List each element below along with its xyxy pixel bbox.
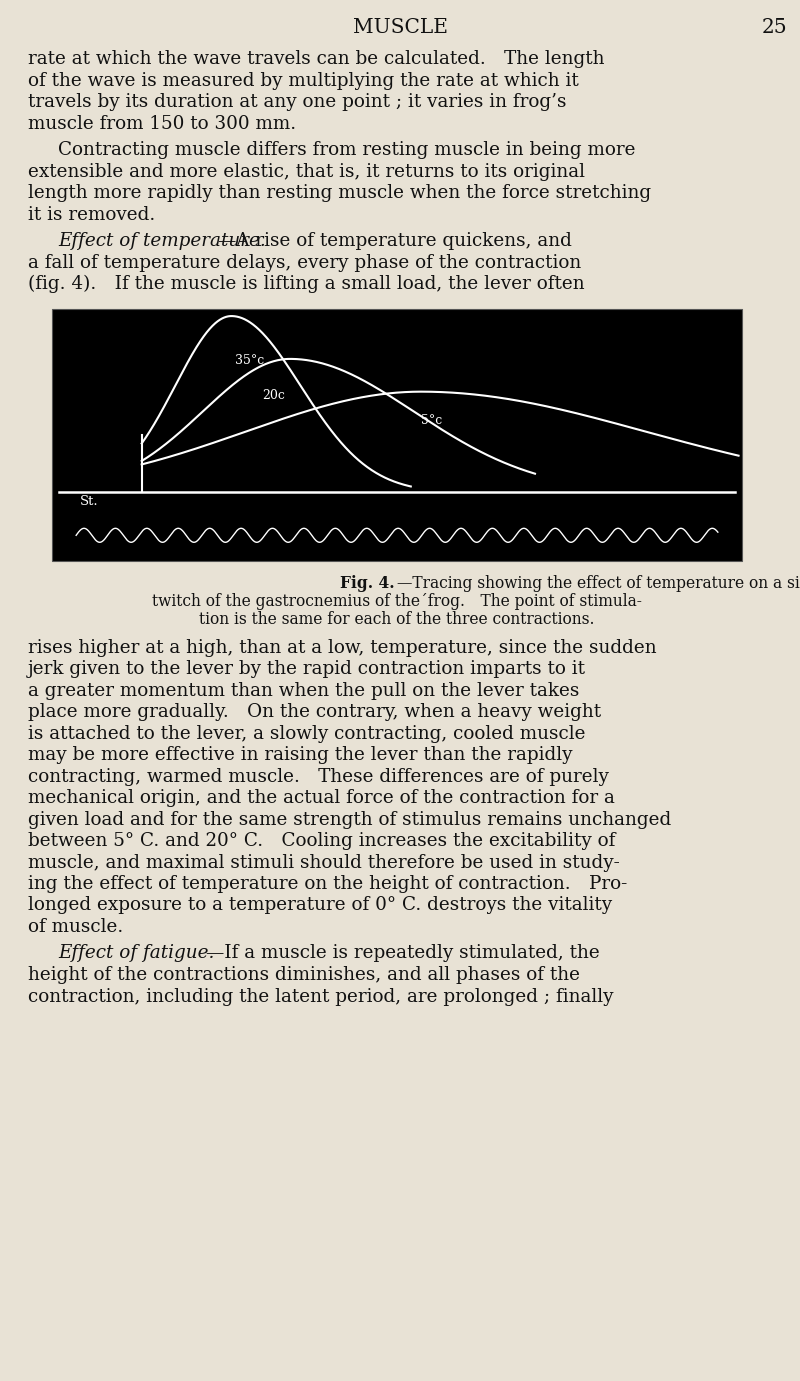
Text: —A rise of temperature quickens, and: —A rise of temperature quickens, and	[218, 232, 572, 250]
Text: between 5° C. and 20° C. Cooling increases the excitability of: between 5° C. and 20° C. Cooling increas…	[28, 831, 615, 849]
Text: ing the effect of temperature on the height of contraction. Pro-: ing the effect of temperature on the hei…	[28, 876, 627, 894]
Text: travels by its duration at any one point ; it varies in frog’s: travels by its duration at any one point…	[28, 93, 566, 110]
Text: 25: 25	[762, 18, 788, 37]
Text: mechanical origin, and the actual force of the contraction for a: mechanical origin, and the actual force …	[28, 789, 615, 807]
Text: Contracting muscle differs from resting muscle in being more: Contracting muscle differs from resting …	[58, 141, 635, 159]
Text: contracting, warmed muscle. These differences are of purely: contracting, warmed muscle. These differ…	[28, 768, 609, 786]
Text: of the wave is measured by multiplying the rate at which it: of the wave is measured by multiplying t…	[28, 72, 578, 90]
Text: (fig. 4). If the muscle is lifting a small load, the lever often: (fig. 4). If the muscle is lifting a sma…	[28, 275, 585, 293]
Text: Effect of fatigue.: Effect of fatigue.	[58, 945, 214, 963]
Text: —If a muscle is repeatedly stimulated, the: —If a muscle is repeatedly stimulated, t…	[206, 945, 600, 963]
Text: 20c: 20c	[262, 389, 286, 402]
Text: muscle, and maximal stimuli should therefore be used in study-: muscle, and maximal stimuli should there…	[28, 853, 620, 871]
Text: is attached to the lever, a slowly contracting, cooled muscle: is attached to the lever, a slowly contr…	[28, 725, 586, 743]
Text: extensible and more elastic, that is, it returns to its original: extensible and more elastic, that is, it…	[28, 163, 585, 181]
Text: Effect of temperature.: Effect of temperature.	[58, 232, 266, 250]
Text: Fig. 4.: Fig. 4.	[340, 574, 395, 591]
Text: tion is the same for each of the three contractions.: tion is the same for each of the three c…	[199, 610, 594, 627]
Bar	[52, 308, 742, 561]
Text: rises higher at a high, than at a low, temperature, since the sudden: rises higher at a high, than at a low, t…	[28, 638, 657, 656]
Text: place more gradually. On the contrary, when a heavy weight: place more gradually. On the contrary, w…	[28, 703, 601, 721]
Text: MUSCLE: MUSCLE	[353, 18, 447, 37]
Text: 35°c: 35°c	[235, 354, 264, 367]
Text: height of the contractions diminishes, and all phases of the: height of the contractions diminishes, a…	[28, 965, 580, 985]
Text: a fall of temperature delays, every phase of the contraction: a fall of temperature delays, every phas…	[28, 254, 582, 272]
Text: a greater momentum than when the pull on the lever takes: a greater momentum than when the pull on…	[28, 681, 579, 700]
Text: it is removed.: it is removed.	[28, 206, 155, 224]
Text: given load and for the same strength of stimulus remains unchanged: given load and for the same strength of …	[28, 811, 671, 829]
Text: contraction, including the latent period, are prolonged ; finally: contraction, including the latent period…	[28, 987, 614, 1005]
Text: longed exposure to a temperature of 0° C. destroys the vitality: longed exposure to a temperature of 0° C…	[28, 896, 612, 914]
Text: muscle from 150 to 300 mm.: muscle from 150 to 300 mm.	[28, 115, 296, 133]
Text: twitch of the gastrocnemius of the´frog. The point of stimula-: twitch of the gastrocnemius of the´frog.…	[152, 592, 642, 609]
Text: St.: St.	[79, 496, 98, 508]
Text: of muscle.: of muscle.	[28, 918, 123, 936]
Text: 5°c: 5°c	[421, 414, 442, 427]
Text: may be more effective in raising the lever than the rapidly: may be more effective in raising the lev…	[28, 746, 573, 764]
Text: —Tracing showing the effect of temperature on a simple: —Tracing showing the effect of temperatu…	[397, 574, 800, 591]
Text: length more rapidly than resting muscle when the force stretching: length more rapidly than resting muscle …	[28, 184, 651, 202]
Text: rate at which the wave travels can be calculated. The length: rate at which the wave travels can be ca…	[28, 50, 605, 68]
Text: jerk given to the lever by the rapid contraction imparts to it: jerk given to the lever by the rapid con…	[28, 660, 586, 678]
